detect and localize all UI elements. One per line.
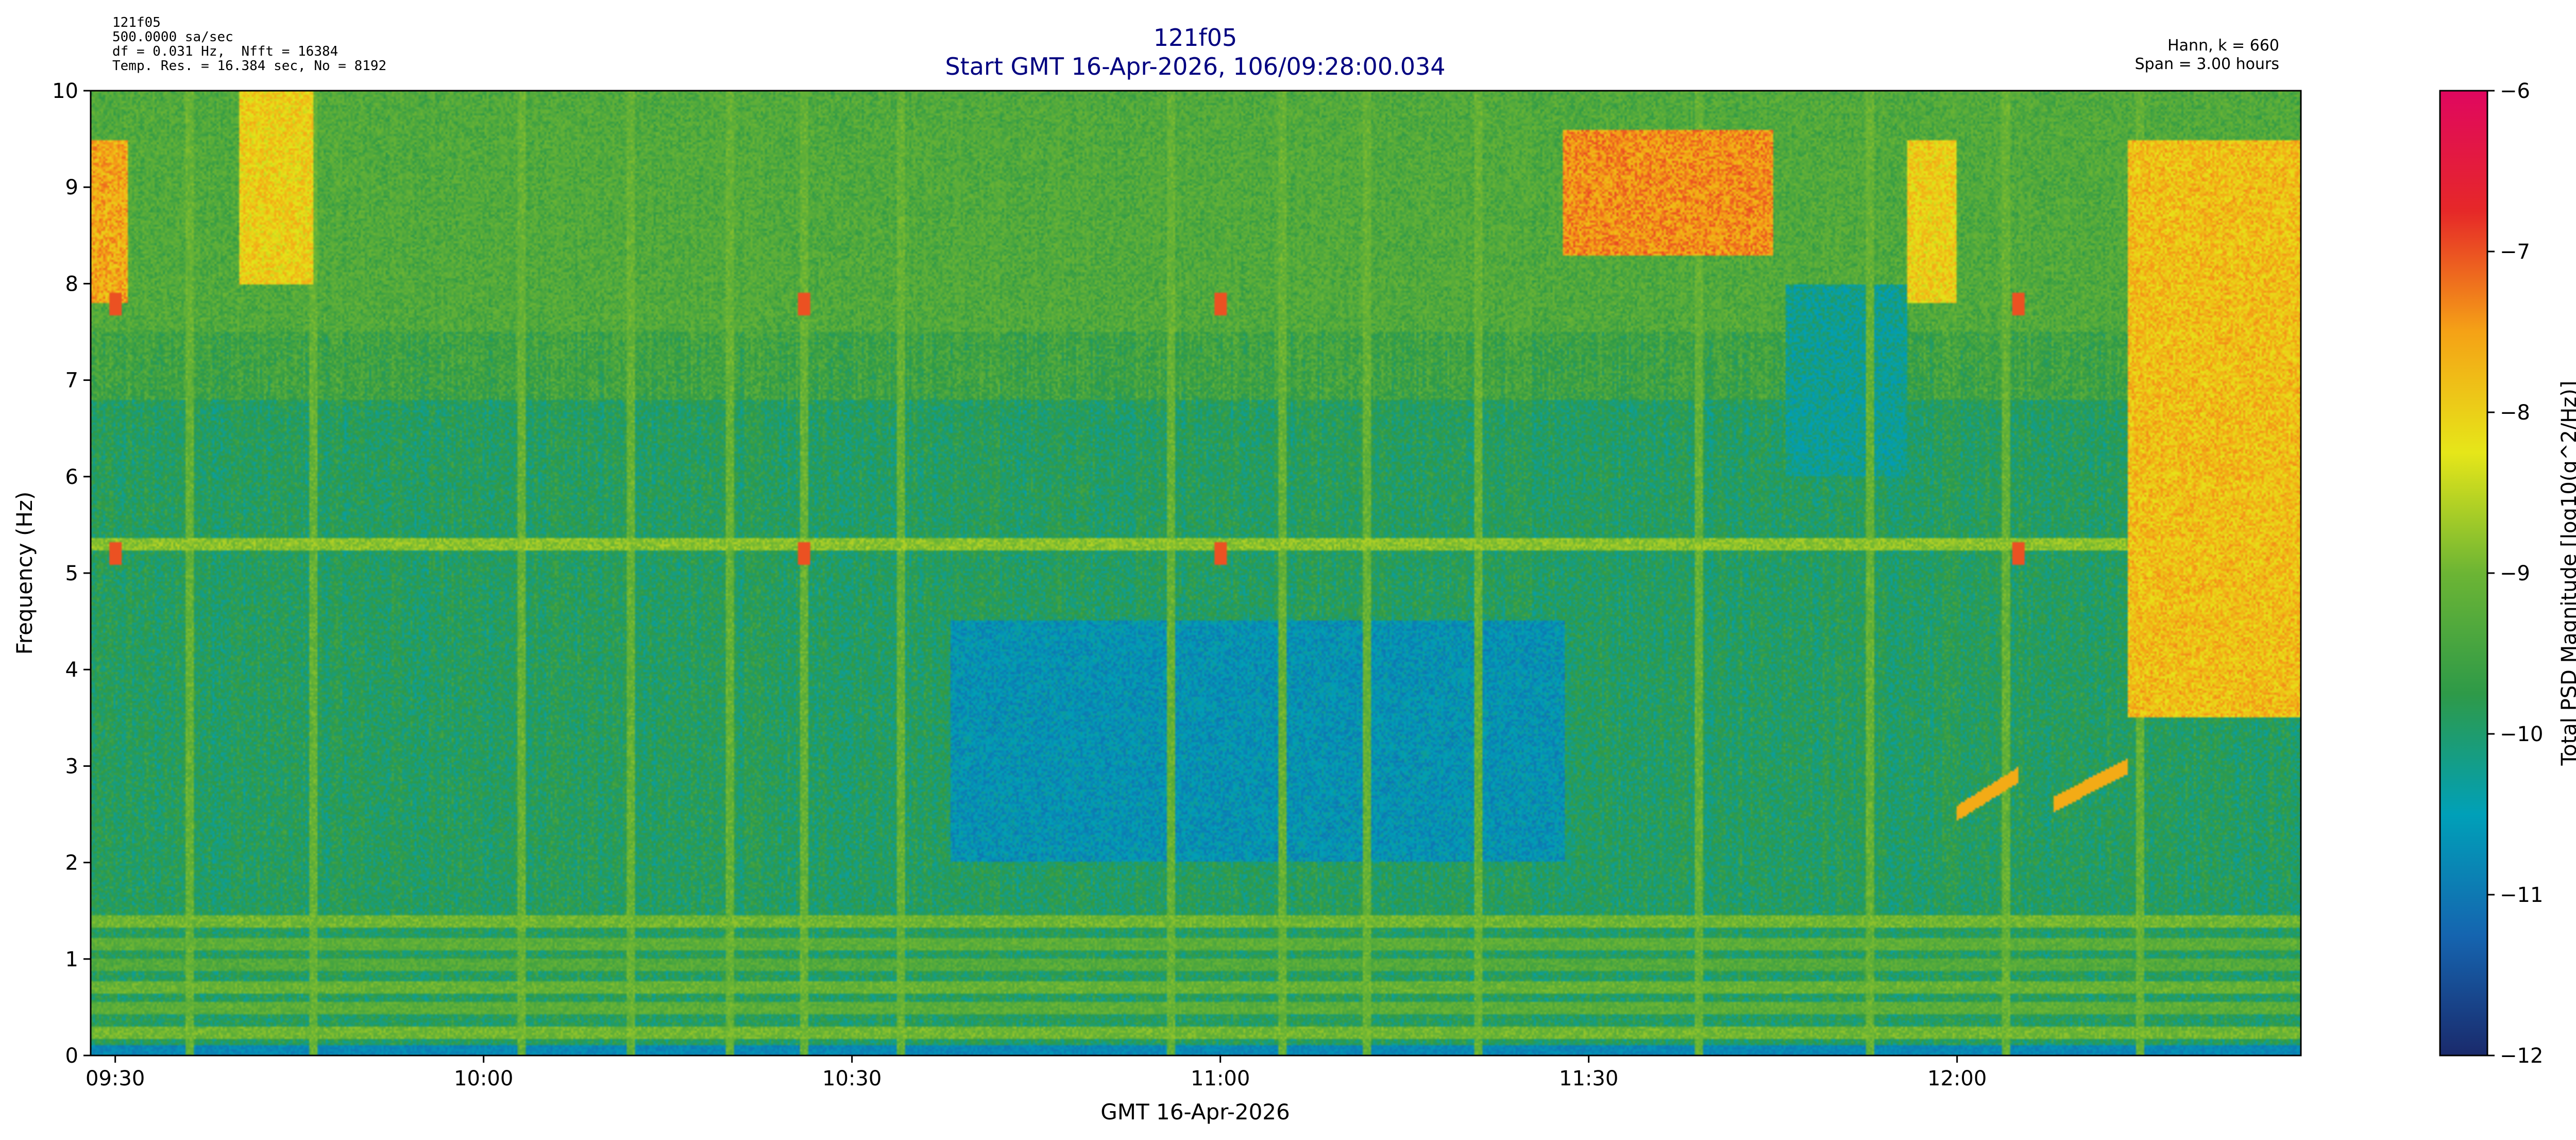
y-tick-label: 6 bbox=[65, 465, 78, 489]
y-tick-label: 5 bbox=[65, 562, 78, 585]
colorbar-tick-label: −6 bbox=[2500, 79, 2530, 103]
info-block: 121f05 500.0000 sa/sec df = 0.031 Hz, Nf… bbox=[112, 15, 386, 74]
y-tick-label: 1 bbox=[65, 948, 78, 971]
x-tick-label: 11:30 bbox=[1559, 1067, 1618, 1091]
chart-subtitle: Start GMT 16-Apr-2026, 106/09:28:00.034 bbox=[945, 53, 1445, 80]
chart-title: 121f05 bbox=[1154, 24, 1238, 52]
info-line: 500.0000 sa/sec bbox=[112, 29, 233, 45]
window-info: Hann, k = 660 bbox=[2167, 37, 2279, 55]
colorbar-tick-label: −11 bbox=[2500, 883, 2543, 907]
colorbar-axis: −12 −11 −10 −9 −8 −7 −6 bbox=[2487, 79, 2543, 1068]
y-tick-label: 8 bbox=[65, 272, 78, 296]
colorbar bbox=[2439, 90, 2488, 1057]
colorbar-tick-label: −9 bbox=[2500, 562, 2530, 585]
y-axis-label: Frequency (Hz) bbox=[12, 492, 37, 655]
x-tick-label: 10:30 bbox=[822, 1067, 882, 1091]
heatmap-image bbox=[91, 91, 2301, 1055]
y-tick-label: 0 bbox=[65, 1044, 78, 1068]
x-axis: 09:30 10:00 10:30 11:00 11:30 12:00 bbox=[86, 1055, 1987, 1091]
y-tick-label: 3 bbox=[65, 755, 78, 778]
x-tick-label: 09:30 bbox=[86, 1067, 145, 1091]
x-tick-label: 12:00 bbox=[1927, 1067, 1987, 1091]
colorbar-tick-label: −12 bbox=[2500, 1044, 2543, 1068]
x-tick-label: 10:00 bbox=[454, 1067, 513, 1091]
x-tick-label: 11:00 bbox=[1191, 1067, 1250, 1091]
y-tick-label: 4 bbox=[65, 658, 78, 682]
y-axis: 0 1 2 3 4 5 6 7 8 9 10 bbox=[52, 79, 91, 1068]
right-info-block: Hann, k = 660 Span = 3.00 hours bbox=[2135, 37, 2279, 73]
x-axis-label: GMT 16-Apr-2026 bbox=[1100, 1099, 1290, 1125]
span-info: Span = 3.00 hours bbox=[2135, 55, 2279, 73]
colorbar-tick-label: −7 bbox=[2500, 240, 2530, 264]
y-tick-label: 9 bbox=[65, 176, 78, 199]
y-tick-label: 7 bbox=[65, 369, 78, 393]
y-tick-label: 10 bbox=[52, 79, 78, 103]
info-line: df = 0.031 Hz, Nfft = 16384 bbox=[112, 44, 338, 59]
colorbar-tick-label: −10 bbox=[2500, 723, 2543, 746]
info-line: 121f05 bbox=[112, 15, 161, 30]
colorbar-tick-label: −8 bbox=[2500, 401, 2530, 425]
colorbar-label: Total PSD Magnitude [log10(g^2/Hz)] bbox=[2557, 381, 2576, 766]
info-line: Temp. Res. = 16.384 sec, No = 8192 bbox=[112, 58, 386, 74]
y-tick-label: 2 bbox=[65, 851, 78, 875]
